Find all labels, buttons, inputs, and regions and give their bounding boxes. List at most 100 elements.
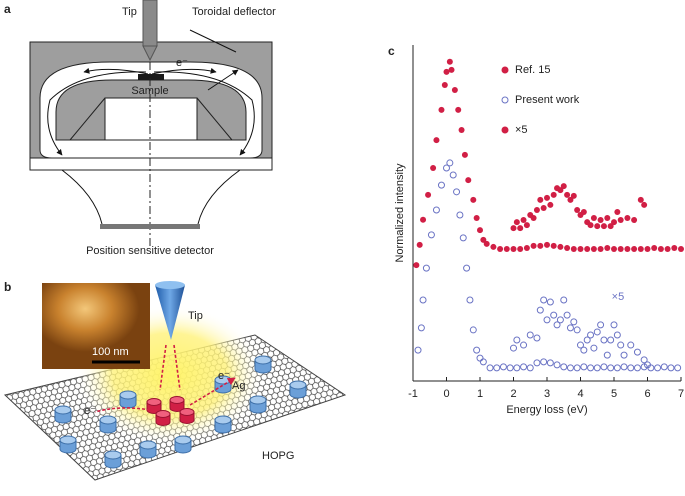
data-point (604, 215, 611, 222)
data-point (470, 196, 477, 203)
data-point (420, 216, 427, 223)
data-point (466, 296, 474, 304)
trajectory (83, 67, 149, 75)
data-point (580, 363, 588, 371)
data-point (419, 296, 427, 304)
data-point (603, 351, 611, 359)
data-point (448, 66, 455, 73)
data-point (544, 194, 550, 201)
data-point (530, 242, 537, 249)
data-point (414, 346, 422, 354)
data-point (624, 245, 631, 252)
data-point (520, 217, 527, 224)
data-point (614, 208, 621, 215)
data-point (459, 234, 467, 242)
x-tick-label: 4 (577, 388, 583, 400)
data-point (577, 245, 584, 252)
data-point (583, 336, 591, 344)
legend-marker (501, 126, 509, 134)
legend-label: ×5 (515, 124, 528, 136)
data-point (523, 222, 530, 229)
data-point (560, 363, 568, 371)
data-point (550, 311, 558, 319)
data-point (633, 348, 641, 356)
label: e⁻ (176, 57, 188, 69)
data-point (640, 356, 648, 364)
x-tick-label: 7 (678, 388, 684, 400)
x-tick-label: 6 (644, 388, 650, 400)
data-point (564, 244, 571, 251)
data-point (479, 358, 487, 366)
legend-label: Ref. 15 (515, 64, 550, 76)
data-point (503, 245, 510, 252)
ag-clusters (54, 355, 307, 469)
data-point (607, 223, 614, 230)
data-point (483, 240, 490, 247)
data-point (510, 245, 517, 252)
data-point (604, 244, 611, 251)
panel-b: b Tip 100 nm Ag e⁻ e⁻ HOPG (3, 280, 347, 481)
data-point (556, 316, 564, 324)
data-point (570, 245, 577, 252)
data-point (607, 336, 615, 344)
data-point (597, 245, 604, 252)
pointer (189, 29, 238, 91)
data-point (587, 222, 594, 229)
data-point (453, 188, 461, 196)
data-point (557, 243, 564, 250)
data-point (443, 164, 450, 172)
data-point (473, 346, 481, 354)
data-point (613, 331, 621, 339)
data-point (438, 106, 445, 113)
tip (155, 285, 185, 340)
data-point (520, 341, 528, 349)
label: Tip (188, 310, 203, 322)
data-point (433, 137, 440, 144)
detector (100, 224, 200, 229)
data-point (446, 58, 453, 65)
x-tick-label: 0 (443, 388, 449, 400)
electron-paths (94, 344, 235, 413)
label: Position sensitive detector (86, 245, 214, 257)
tip (142, 45, 158, 62)
data-point (517, 245, 524, 252)
data-point (510, 344, 517, 352)
data-point (550, 191, 557, 198)
stm-image (42, 283, 150, 369)
data-point (486, 364, 494, 372)
data-point (443, 68, 450, 75)
data-point (520, 363, 528, 371)
data-point (617, 245, 624, 252)
data-point (536, 306, 544, 314)
data-point (432, 206, 440, 214)
data-point (587, 331, 595, 339)
data-point (523, 244, 530, 251)
data-point (580, 208, 587, 215)
data-point (461, 151, 468, 158)
data-point (654, 364, 662, 372)
data-point (577, 341, 584, 349)
x-tick-label: 3 (544, 388, 550, 400)
data-point (526, 331, 534, 339)
data-point (517, 225, 524, 232)
tip-top (155, 281, 185, 289)
data-point (667, 364, 675, 372)
x-axis-label: Energy loss (eV) (506, 404, 587, 416)
sample (138, 74, 164, 80)
data-point (566, 324, 574, 332)
data-point (537, 242, 544, 249)
tip (142, 0, 158, 47)
inner-box (104, 97, 198, 141)
data-point (607, 364, 615, 372)
data-point (441, 81, 448, 88)
data-point (584, 245, 591, 252)
data-point (533, 334, 541, 342)
data-point (546, 359, 554, 367)
label: e⁻ (218, 370, 230, 382)
data-point (456, 211, 464, 219)
data-point (425, 191, 432, 198)
data-point (480, 236, 487, 243)
data-point (637, 245, 644, 252)
data-point (611, 245, 617, 252)
data-point (473, 215, 480, 222)
